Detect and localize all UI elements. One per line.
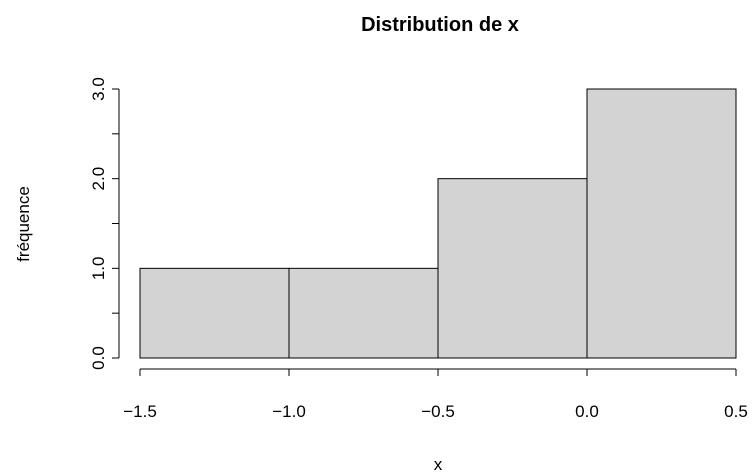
x-tick-label: 0.5 xyxy=(724,402,748,421)
x-tick-label: −0.5 xyxy=(421,402,455,421)
x-tick-label: −1.0 xyxy=(272,402,306,421)
bars-group xyxy=(139,88,737,359)
y-tick-label: 0.0 xyxy=(89,346,108,370)
histogram-bar-0 xyxy=(139,267,290,359)
y-axis-label: fréquence xyxy=(14,186,33,262)
y-axis: 0.0 1.0 2.0 3.0 xyxy=(89,77,120,370)
histogram-bar-3 xyxy=(586,88,737,359)
x-tick-label: 0.0 xyxy=(575,402,599,421)
histogram-bar-2 xyxy=(437,178,588,359)
y-tick-label: 3.0 xyxy=(89,77,108,101)
y-tick-label: 2.0 xyxy=(89,167,108,191)
y-tick-label: 1.0 xyxy=(89,257,108,281)
chart-title: Distribution de x xyxy=(361,14,519,36)
x-axis-label: x xyxy=(434,455,443,474)
x-tick-label: −1.5 xyxy=(123,402,157,421)
x-axis: −1.5 −1.0 −0.5 0.0 0.5 xyxy=(123,368,748,421)
histogram-bar-1 xyxy=(288,267,439,359)
